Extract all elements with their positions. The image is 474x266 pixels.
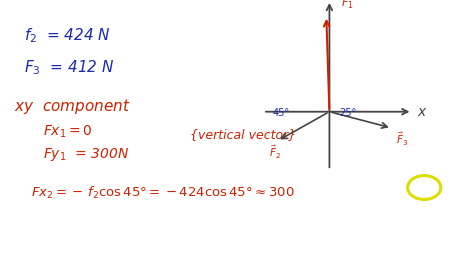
Text: 25°: 25° [339,108,356,118]
Text: $xy$  component: $xy$ component [14,97,131,116]
Text: $f_2$  = 424 N: $f_2$ = 424 N [24,27,110,45]
Text: 45°: 45° [273,108,290,118]
Text: $Fx_1 = 0$: $Fx_1 = 0$ [43,124,92,140]
Text: $Fy_1$  = 300N: $Fy_1$ = 300N [43,146,129,163]
Text: $Fx_2 = -\, f_2 \cos 45° = -424 \cos 45° \approx 300$: $Fx_2 = -\, f_2 \cos 45° = -424 \cos 45°… [31,185,294,201]
Text: x: x [417,105,425,119]
Text: $\vec{F}_1$: $\vec{F}_1$ [341,0,354,11]
Text: {vertical vector}: {vertical vector} [190,128,296,141]
Text: $\vec{F}_2$: $\vec{F}_2$ [269,144,281,161]
Text: $F_3$  = 412 N: $F_3$ = 412 N [24,59,114,77]
Text: $\vec{F}_3$: $\vec{F}_3$ [396,131,409,148]
